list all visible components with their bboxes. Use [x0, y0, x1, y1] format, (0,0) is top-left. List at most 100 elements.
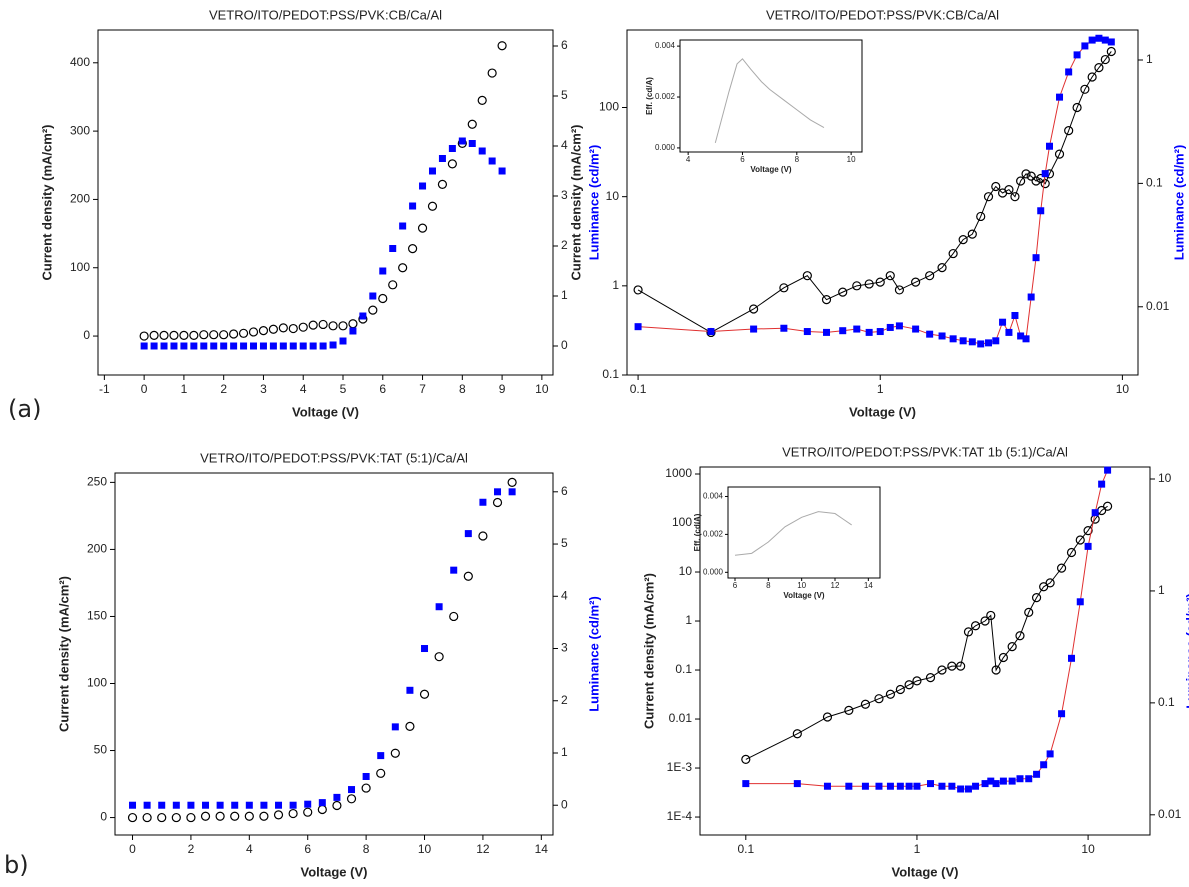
data-point [318, 799, 326, 807]
data-point [244, 811, 254, 821]
data-point [845, 782, 853, 790]
data-point [398, 263, 408, 273]
x-tick-label: 1 [181, 382, 188, 396]
data-point [976, 211, 986, 222]
y-tick-label: 0.1 [675, 662, 692, 676]
data-point [926, 780, 934, 788]
chart-title: VETRO/ITO/PEDOT:PSS/PVK:CB/Ca/Al [209, 7, 442, 22]
x-tick-label: 6 [740, 155, 745, 164]
data-point [886, 323, 894, 331]
y-axis-label: Current density (mA/cm²) [39, 124, 54, 280]
data-point [1098, 480, 1106, 488]
data-point [925, 271, 935, 281]
data-point [318, 319, 328, 330]
data-point [1046, 750, 1054, 758]
y2-tick-label: 0.01 [1158, 807, 1182, 821]
y2-tick-label: 6 [561, 484, 568, 498]
data-point [938, 782, 946, 790]
data-point [1031, 176, 1041, 186]
y-tick-label: 100 [70, 260, 90, 274]
x-tick-label: 2 [220, 382, 227, 396]
data-point [458, 137, 466, 145]
plot-frame [97, 29, 554, 376]
data-point [220, 342, 228, 350]
chart: VETRO/ITO/PEDOT:PSS/PVK:TAT 1b (5:1)/Ca/… [641, 444, 1189, 879]
data-point [822, 712, 833, 722]
data-point [149, 330, 159, 340]
data-point [488, 157, 496, 165]
y2-tick-label: 1 [561, 288, 568, 302]
y2-tick-label: 2 [561, 693, 568, 707]
chart: VETRO/ITO/PEDOT:PSS/PVK:TAT (5:1)/Ca/Al 0… [56, 450, 601, 879]
y2-axis-label: Luminance (cd/m²) [586, 145, 601, 261]
data-point [1045, 142, 1053, 150]
data-point [494, 488, 502, 496]
data-point [348, 319, 358, 329]
data-point [478, 147, 486, 155]
data-point [508, 488, 516, 496]
data-point [329, 341, 337, 349]
data-point [1021, 169, 1031, 179]
data-point [991, 181, 1001, 192]
data-point [215, 811, 225, 821]
data-point [1011, 311, 1019, 319]
y-tick-label: 0.01 [669, 711, 693, 725]
data-point [803, 328, 811, 336]
data-point [288, 808, 298, 819]
data-point [1084, 542, 1092, 550]
y-tick-label: 1000 [665, 466, 692, 480]
series-line [638, 37, 1112, 345]
data-point [421, 645, 429, 653]
y2-tick-label: 1 [561, 745, 568, 759]
x-tick-label: 12 [831, 581, 840, 590]
data-point [980, 616, 990, 626]
data-point [428, 167, 436, 175]
data-point [1100, 54, 1110, 65]
x-tick-label: 8 [459, 382, 466, 396]
data-point [497, 41, 507, 51]
data-point [359, 312, 367, 320]
data-point [450, 566, 458, 574]
data-point [947, 661, 957, 671]
y-tick-label: 0 [83, 328, 90, 342]
data-point [949, 335, 957, 343]
y-tick-label: 100 [87, 676, 107, 690]
data-point [992, 780, 1000, 788]
data-point [438, 155, 446, 162]
data-point [874, 694, 884, 704]
data-point [150, 342, 158, 350]
x-tick-label: 8 [766, 581, 771, 590]
y2-tick-label: 4 [561, 138, 568, 152]
data-point [189, 330, 199, 340]
data-point [964, 785, 972, 793]
data-point [303, 807, 313, 817]
x-axis-label: Voltage (V) [750, 165, 792, 174]
data-point [1010, 192, 1020, 202]
chart: 6 8 10 12 14 0.000 0.002 0.004 Voltage (V) Eff. (… [693, 486, 881, 600]
x-tick-label: 10 [797, 581, 806, 590]
data-point [250, 342, 258, 350]
data-point [839, 327, 847, 335]
y-tick-label: 400 [70, 55, 90, 69]
y-tick-label: 0.000 [703, 567, 724, 576]
data-point [171, 812, 181, 823]
data-point [200, 811, 211, 821]
data-point [970, 621, 981, 631]
data-point [507, 477, 517, 487]
x-tick-label: 6 [379, 382, 386, 396]
data-point [349, 327, 357, 335]
y2-tick-label: 0.1 [1158, 695, 1175, 709]
y2-tick-label: 1 [1158, 583, 1165, 597]
data-point [268, 324, 278, 334]
x-tick-label: 10 [1081, 842, 1095, 856]
data-point [437, 179, 448, 189]
data-point [1066, 547, 1077, 558]
data-point [408, 244, 418, 254]
data-point [1056, 563, 1067, 573]
y-tick-label: 0.004 [655, 41, 676, 50]
data-point [487, 68, 497, 78]
chart: VETRO/ITO/PEDOT:PSS/PVK:CB/Ca/Al 0.1 1 10 0.… [568, 7, 1186, 419]
data-point [477, 95, 487, 105]
data-point [169, 330, 179, 340]
data-point [986, 610, 996, 621]
